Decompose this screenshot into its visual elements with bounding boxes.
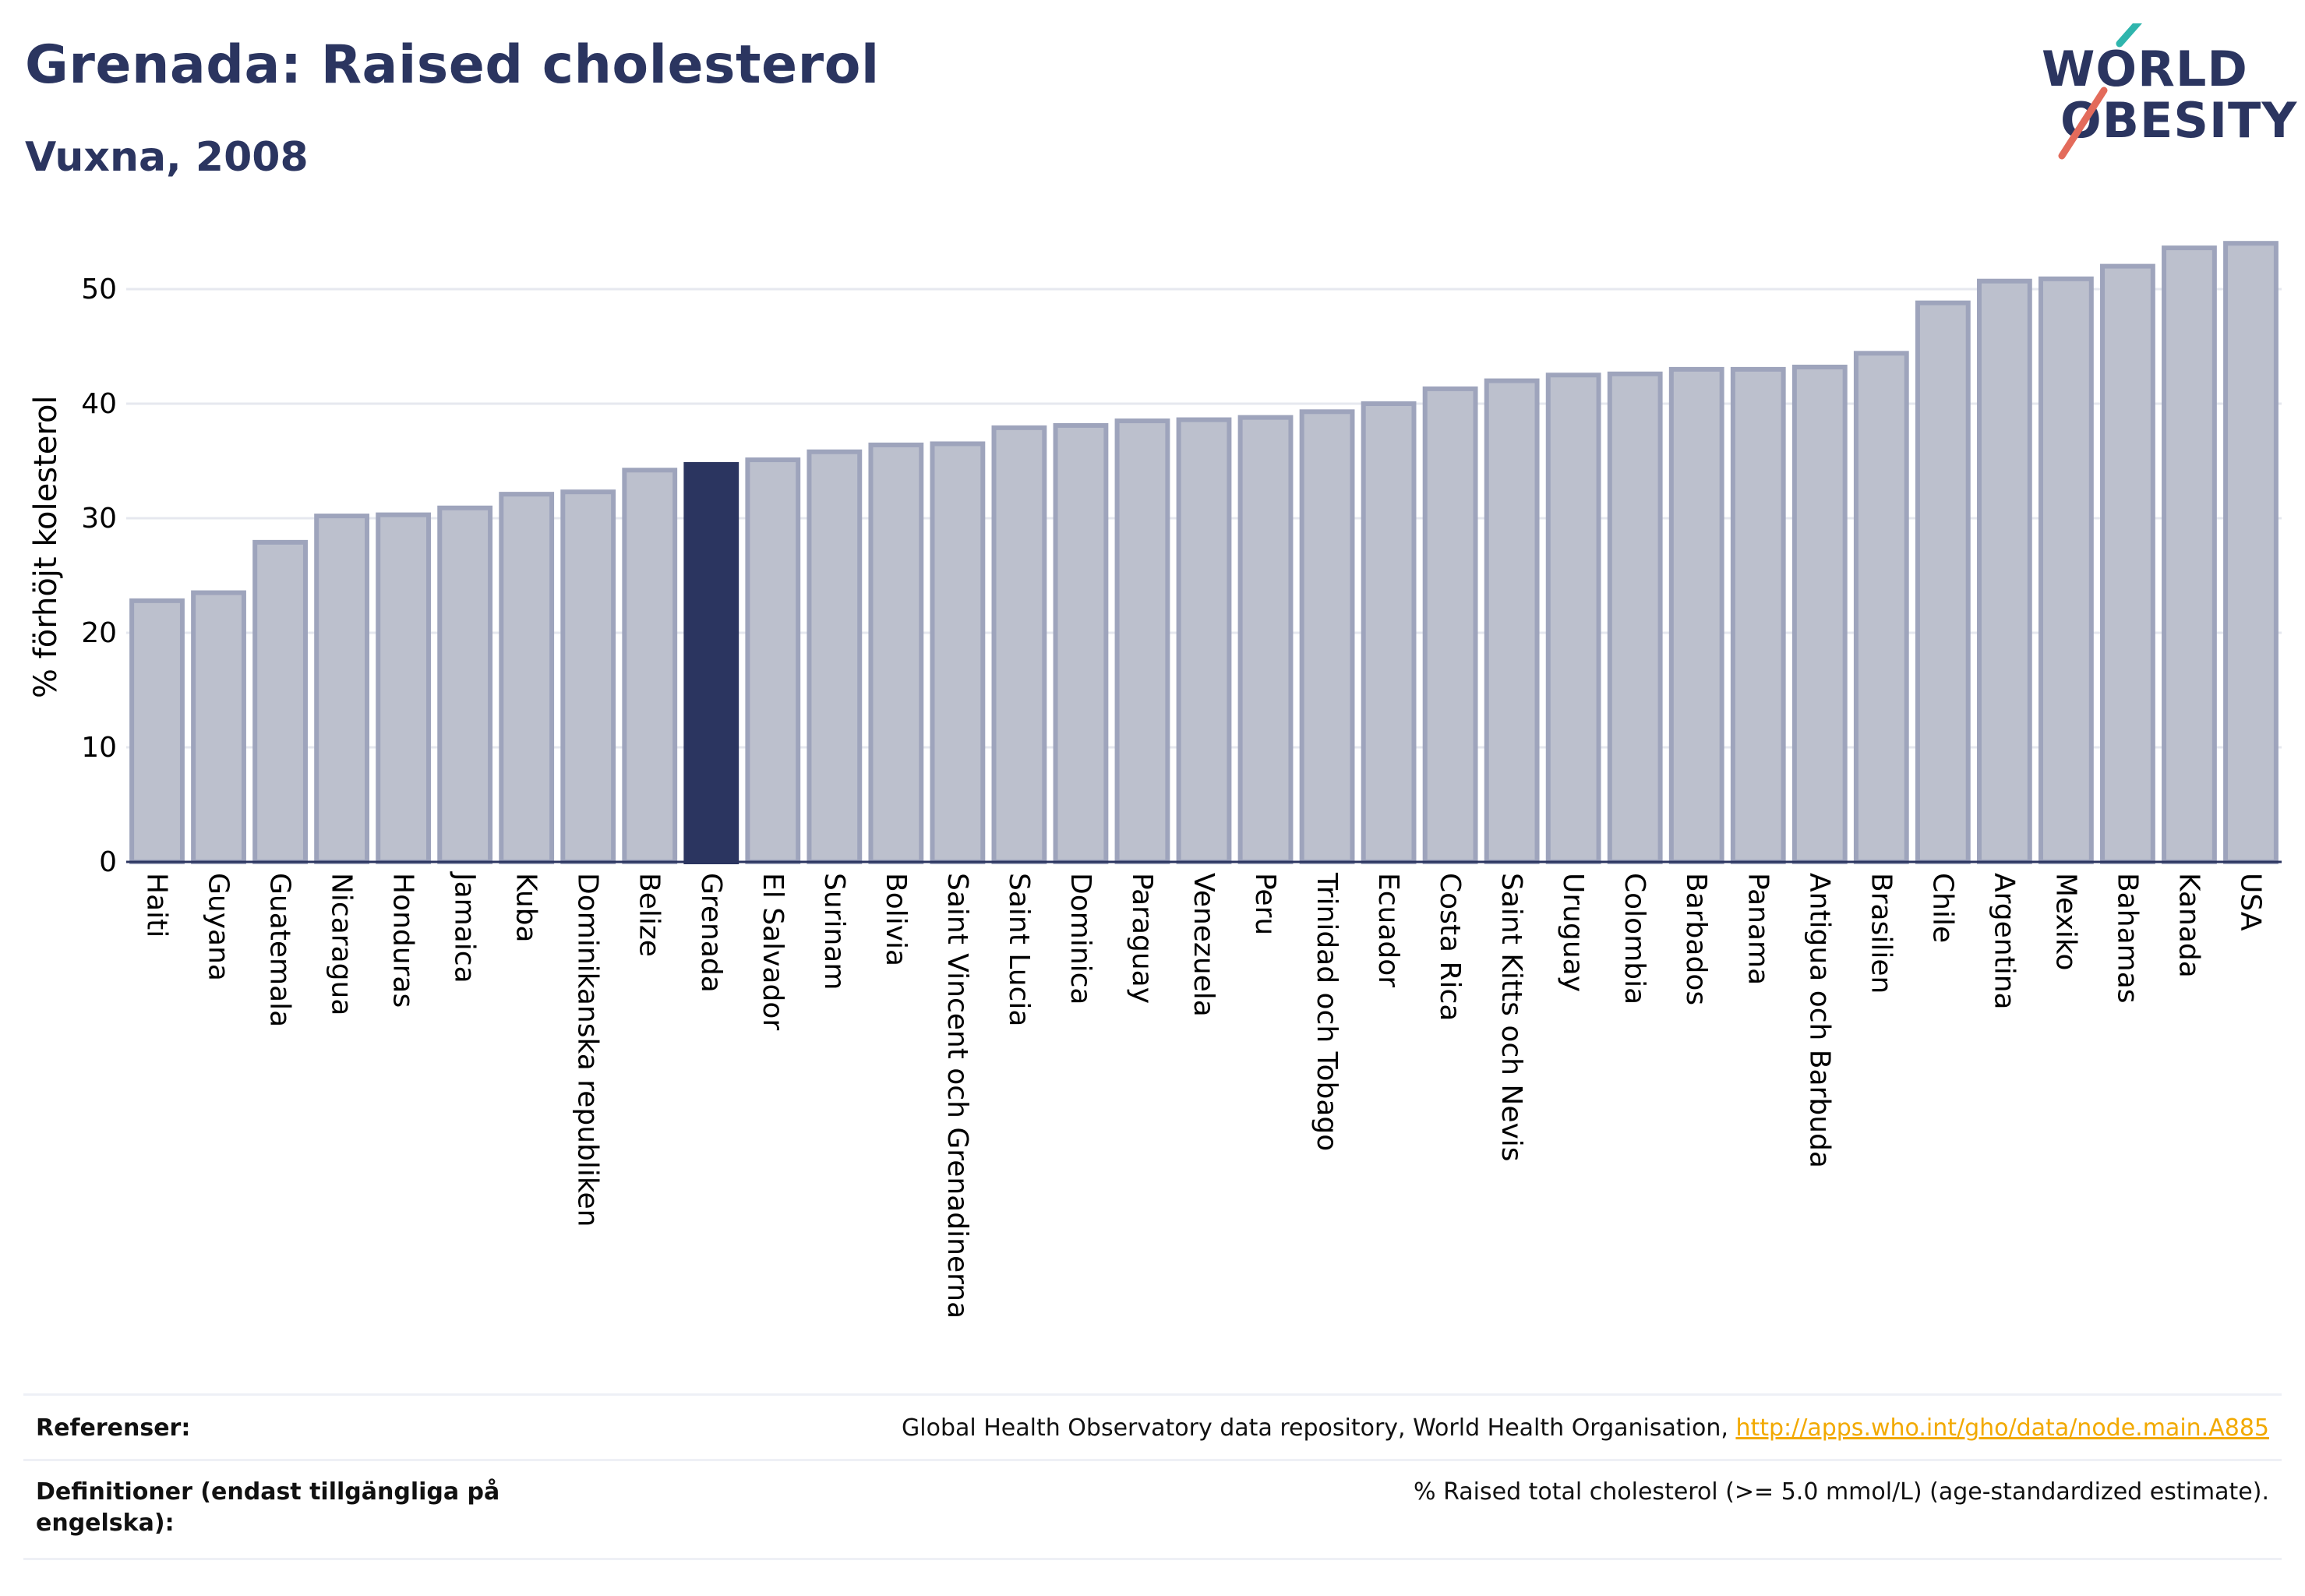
references-link[interactable]: http://apps.who.int/gho/data/node.main.A… xyxy=(1735,1414,2269,1442)
x-tick-label: Jamaica xyxy=(449,871,481,983)
x-tick-label: Trinidad och Tobago xyxy=(1311,872,1343,1151)
x-tick-label: Costa Rica xyxy=(1434,873,1466,1021)
references-text: Global Health Observatory data repositor… xyxy=(902,1414,1736,1442)
bar-haiti xyxy=(129,598,185,865)
bar-peru xyxy=(1237,415,1294,864)
bar-jamaica xyxy=(437,505,493,864)
x-tick-label: Mexiko xyxy=(2049,873,2081,970)
bar-kanada xyxy=(2162,245,2217,864)
bar-belize xyxy=(622,468,678,864)
definitions-row: Definitioner (endast tillgängliga på eng… xyxy=(23,1459,2282,1560)
x-tick-label: Barbados xyxy=(1680,873,1712,1005)
definitions-label: Definitioner (endast tillgängliga på eng… xyxy=(36,1478,500,1537)
bar-grenada xyxy=(683,461,740,864)
references-value: Global Health Observatory data repositor… xyxy=(902,1413,2269,1444)
y-tick-label: 30 xyxy=(81,503,117,535)
bars xyxy=(129,241,2279,865)
bar-chart: 0 10 20 30 40 50 Haiti Guyana Guatemala Nicaragu… xyxy=(28,241,2282,1319)
x-tick-label: Honduras xyxy=(387,873,419,1008)
bar-argentina xyxy=(1976,278,2032,864)
bar-saint-lucia xyxy=(991,425,1047,864)
x-tick-label: Nicaragua xyxy=(326,873,358,1015)
y-tick-label: 10 xyxy=(81,732,117,764)
bar-guatemala xyxy=(252,539,308,864)
x-tick-label: Belize xyxy=(634,873,665,957)
bar-saint-vincent-och-grenadinerna xyxy=(930,441,986,864)
logo-slash-icon xyxy=(2058,23,2142,160)
bar-brasilien xyxy=(1853,351,1909,864)
bar-venezuela xyxy=(1176,417,1232,864)
bar-antigua-och-barbuda xyxy=(1791,364,1848,864)
x-tick-label: El Salvador xyxy=(757,873,789,1030)
bar-guyana xyxy=(191,590,246,864)
bar-bolivia xyxy=(868,442,924,865)
bar-barbados xyxy=(1668,366,1724,864)
bar-paraguay xyxy=(1114,418,1170,864)
bar-saint-kitts-och-nevis xyxy=(1484,378,1540,865)
x-tick-label: Bolivia xyxy=(880,873,912,966)
bar-el-salvador xyxy=(745,457,801,864)
bar-panama xyxy=(1730,366,1786,864)
x-tick-label: Venezuela xyxy=(1188,873,1220,1017)
bar-usa xyxy=(2223,241,2279,864)
bar-honduras xyxy=(376,512,432,864)
x-tick-label: Saint Vincent och Grenadinerna xyxy=(941,873,973,1319)
bar-ecuador xyxy=(1361,401,1417,864)
y-tick-label: 40 xyxy=(81,388,117,420)
x-tick-label: Dominica xyxy=(1064,873,1096,1005)
y-axis-ticks: 0 10 20 30 40 50 xyxy=(81,274,117,878)
x-tick-label: Guatemala xyxy=(264,873,296,1027)
world-obesity-logo: WORLD OBESITY xyxy=(2026,23,2296,164)
bar-kuba xyxy=(499,492,555,864)
x-tick-label: Argentina xyxy=(1988,873,2020,1010)
x-tick-label: Panama xyxy=(1742,873,1774,985)
y-tick-label: 20 xyxy=(81,617,117,649)
x-tick-label: USA xyxy=(2234,873,2266,931)
x-tick-label: Haiti xyxy=(141,873,173,937)
bar-colombia xyxy=(1607,371,1663,864)
x-tick-label: Kanada xyxy=(2173,873,2204,978)
bar-surinam xyxy=(807,449,863,864)
definitions-value: % Raised total cholesterol (>= 5.0 mmol/… xyxy=(1414,1478,2269,1506)
bar-chile xyxy=(1915,300,1971,864)
x-tick-label: Chile xyxy=(1926,873,1958,943)
x-tick-label: Ecuador xyxy=(1372,873,1404,987)
x-tick-label: Saint Kitts och Nevis xyxy=(1495,873,1527,1162)
y-tick-label: 50 xyxy=(81,274,117,305)
bar-trinidad-och-tobago xyxy=(1299,409,1355,865)
chart-subtitle: Vuxna, 2008 xyxy=(25,134,309,181)
x-tick-label: Surinam xyxy=(818,873,850,990)
bar-dominica xyxy=(1053,422,1109,864)
x-tick-label: Brasilien xyxy=(1865,873,1897,994)
bar-costa-rica xyxy=(1422,386,1478,864)
x-tick-label: Guyana xyxy=(203,873,235,981)
x-tick-label: Colombia xyxy=(1618,873,1650,1005)
logo-line1: WORLD xyxy=(2042,41,2248,97)
x-tick-label: Dominikanska republiken xyxy=(572,873,604,1227)
x-tick-label: Uruguay xyxy=(1557,873,1589,992)
bar-dominikanska-republiken xyxy=(560,489,616,864)
x-tick-label: Antigua och Barbuda xyxy=(1803,873,1835,1168)
bar-mexiko xyxy=(2038,276,2094,864)
x-tick-label: Paraguay xyxy=(1126,873,1158,1004)
bar-bahamas xyxy=(2100,263,2155,865)
references-label: Referenser: xyxy=(36,1414,191,1442)
x-tick-label: Bahamas xyxy=(2111,873,2143,1004)
x-axis-ticks: Haiti Guyana Guatemala Nicaragua Honduras Jam… xyxy=(141,871,2267,1319)
x-tick-label: Peru xyxy=(1249,873,1281,935)
bar-uruguay xyxy=(1545,373,1601,864)
chart-title: Grenada: Raised cholesterol xyxy=(25,34,880,96)
x-tick-label: Kuba xyxy=(510,873,542,943)
bar-nicaragua xyxy=(314,514,370,864)
y-axis-label: % förhöjt kolesterol xyxy=(28,395,64,698)
x-tick-label: Grenada xyxy=(695,873,727,993)
x-tick-label: Saint Lucia xyxy=(1003,873,1035,1026)
y-tick-label: 0 xyxy=(99,846,117,878)
references-row: Referenser: Global Health Observatory da… xyxy=(23,1393,2282,1461)
